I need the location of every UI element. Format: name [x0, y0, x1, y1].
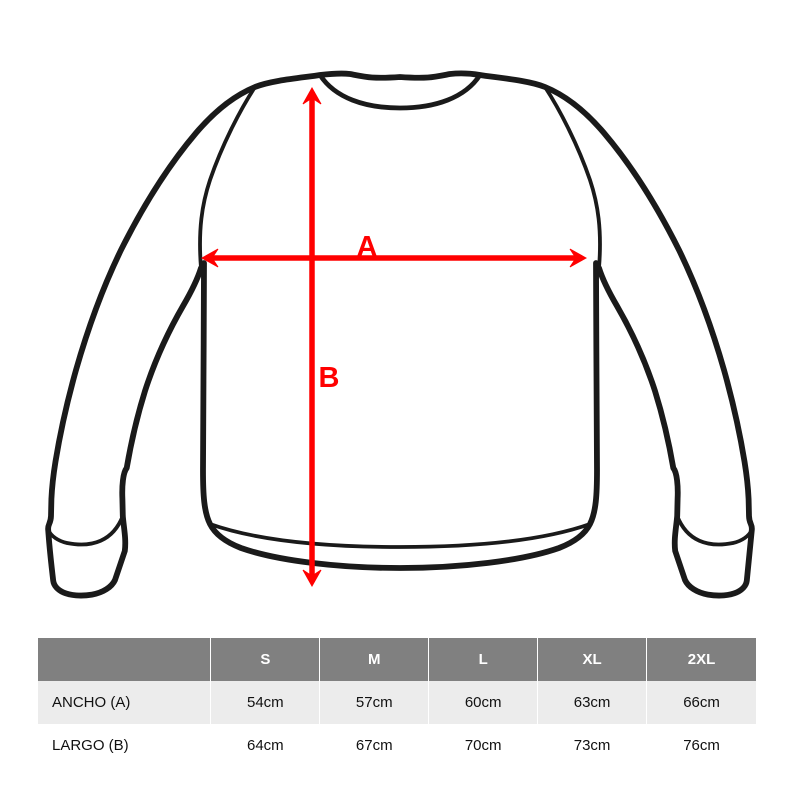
svg-text:A: A: [357, 231, 378, 263]
svg-text:B: B: [319, 362, 340, 394]
